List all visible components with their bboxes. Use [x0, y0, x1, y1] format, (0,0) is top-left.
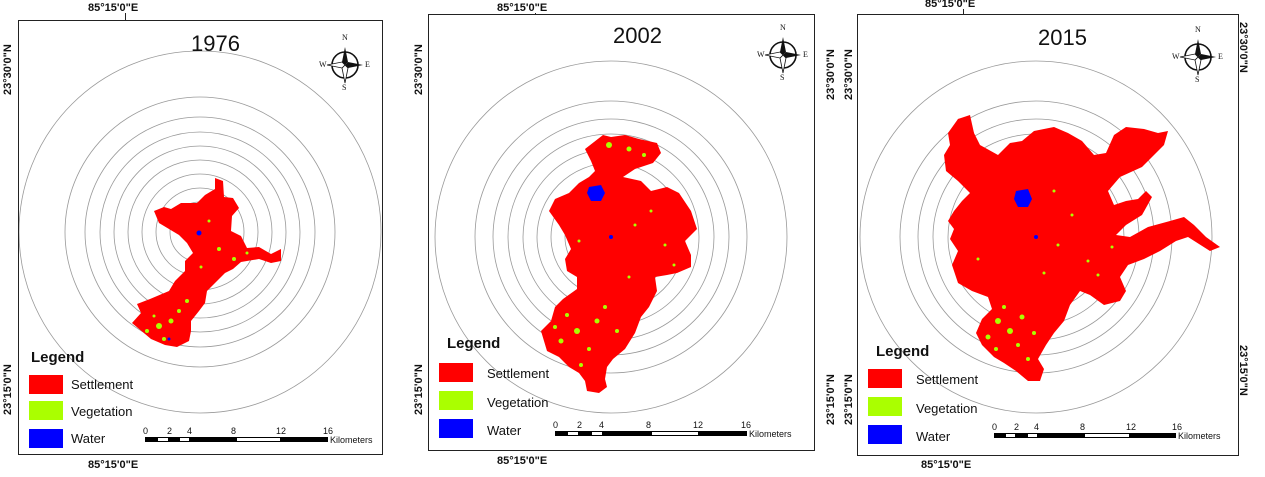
scale-bar: 0 2 4 8 12 16 Kilometers: [143, 426, 373, 445]
map-frame: 1976 N S W E Legend Settlement Vegetatio…: [18, 20, 383, 455]
legend-label-vegetation: Vegetation: [487, 395, 549, 410]
scale-bar: 0 2 4 8 12 16 Kilometers: [992, 422, 1221, 441]
map-year-title: 2015: [1038, 25, 1087, 50]
map-frame: 2015 N S W E Legend Settlement Vegetatio…: [857, 14, 1239, 456]
legend-swatch-water: [439, 419, 473, 438]
legend-swatch-vegetation: [439, 391, 473, 410]
legend-label-vegetation: Vegetation: [71, 404, 133, 419]
legend-label-settlement: Settlement: [487, 366, 550, 381]
left-latitude-top-label: 23°30'0"N: [825, 49, 837, 100]
legend-swatch-settlement: [868, 369, 902, 388]
left-latitude-bottom-label-2: 23°15'0"N: [843, 374, 855, 425]
graticule-tick: [125, 13, 126, 21]
scale-bar: 0 2 4 8 12 16 Kilometers: [553, 420, 792, 439]
urban-extent: [944, 115, 1220, 381]
legend-swatch-settlement: [439, 363, 473, 382]
bottom-longitude-label: 85°15'0"E: [88, 459, 139, 471]
top-longitude-label: 85°15'0"E: [497, 2, 548, 14]
legend-title: Legend: [31, 349, 85, 366]
map-year-title: 1976: [191, 31, 240, 56]
north-arrow-icon: N S W E: [757, 23, 808, 82]
bottom-longitude-label: 85°15'0"E: [921, 459, 972, 471]
left-latitude-top-label-2: 23°30'0"N: [843, 49, 855, 100]
top-longitude-label: 85°15'0"E: [925, 0, 976, 10]
left-latitude-bottom-label: 23°15'0"N: [825, 374, 837, 425]
top-longitude-label: 85°15'0"E: [88, 2, 139, 14]
legend-swatch-vegetation: [868, 397, 902, 416]
north-arrow-icon: N S W E: [319, 33, 370, 92]
bottom-longitude-label: 85°15'0"E: [497, 455, 548, 467]
urban-extent: [541, 135, 697, 393]
urban-extent: [132, 178, 281, 347]
north-arrow-icon: N S W E: [1172, 25, 1223, 84]
legend-title: Legend: [876, 343, 930, 360]
distance-rings: [434, 60, 788, 414]
legend-swatch-settlement: [29, 375, 63, 394]
legend-label-vegetation: Vegetation: [916, 401, 978, 416]
legend-label-settlement: Settlement: [916, 372, 979, 387]
distance-rings: [859, 60, 1220, 414]
graticule-tick: [963, 9, 964, 17]
legend-swatch-vegetation: [29, 401, 63, 420]
legend-title: Legend: [447, 335, 501, 352]
legend-label-water: Water: [487, 423, 522, 438]
map-frame: 2002 N S W E Legend Settlement Vegetatio…: [428, 14, 815, 451]
legend-label-water: Water: [916, 429, 951, 444]
legend-swatch-water: [29, 429, 63, 448]
map-year-title: 2002: [613, 23, 662, 48]
legend-label-settlement: Settlement: [71, 377, 134, 392]
legend-label-water: Water: [71, 431, 106, 446]
distance-rings: [19, 50, 382, 414]
legend-swatch-water: [868, 425, 902, 444]
